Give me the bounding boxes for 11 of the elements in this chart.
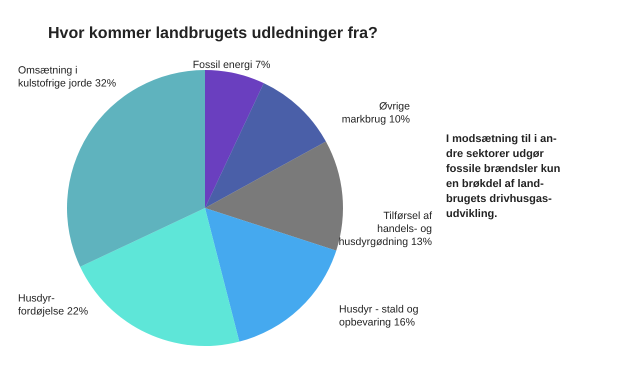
slice-label: Omsætning i kulstofrige jorde 32% xyxy=(18,64,116,90)
pie-slice xyxy=(205,70,264,208)
slice-label: Øvrige markbrug 10% xyxy=(342,100,410,126)
pie-slice xyxy=(205,208,336,342)
pie-slice xyxy=(205,83,326,208)
slice-label: Husdyr- fordøjelse 22% xyxy=(18,292,88,318)
slice-label: Fossil energi 7% xyxy=(192,59,270,71)
slice-label: Husdyr - stald og opbevaring 16% xyxy=(339,303,419,328)
slice-label: Tilførsel af handels- og husdyrgødning 13% xyxy=(338,210,432,248)
chart-title: Hvor kommer landbrugets udledninger fra? xyxy=(48,25,378,42)
text: I modsætning til i an- dre sektorer udgør fossile brændsler kun en brøkdel af land- brugets drivhusgas- udvikling. xyxy=(446,133,561,220)
